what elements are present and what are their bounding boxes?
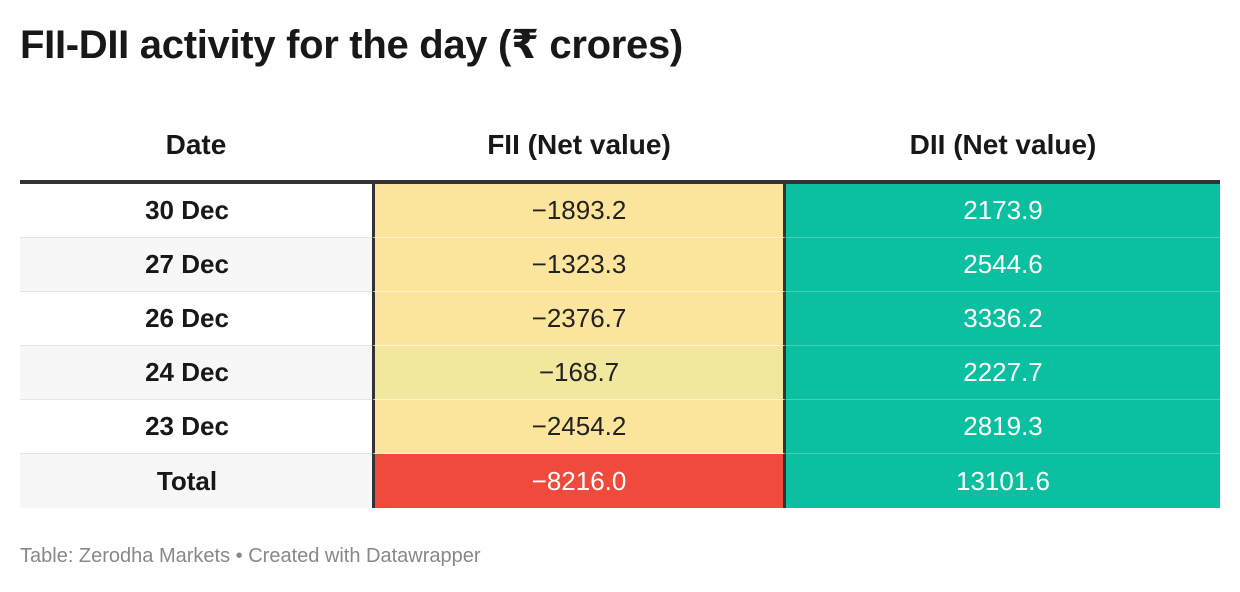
date-cell: 26 Dec <box>20 292 372 346</box>
table-row: 24 Dec −168.7 2227.7 <box>20 346 1220 400</box>
data-table: Date FII (Net value) DII (Net value) 30 … <box>20 110 1220 508</box>
table-body: 30 Dec −1893.2 2173.9 27 Dec −1323.3 2544.6 26… <box>20 184 1220 508</box>
column-header-date[interactable]: Date <box>165 129 227 160</box>
table-row: 30 Dec −1893.2 2173.9 <box>20 184 1220 238</box>
column-header-dii[interactable]: DII (Net value) <box>909 129 1097 160</box>
table-row: 26 Dec −2376.7 3336.2 <box>20 292 1220 346</box>
column-header-fii[interactable]: FII (Net value) <box>487 129 671 160</box>
fii-value-cell: −1893.2 <box>372 184 786 238</box>
fii-value-cell: −168.7 <box>372 346 786 400</box>
dii-value-cell: 2227.7 <box>786 346 1220 400</box>
date-cell: 27 Dec <box>20 238 372 292</box>
date-cell: Total <box>20 454 372 508</box>
dii-value-cell: 13101.6 <box>786 454 1220 508</box>
fii-value-cell: −8216.0 <box>372 454 786 508</box>
total-row: Total −8216.0 13101.6 <box>20 454 1220 508</box>
date-cell: 24 Dec <box>20 346 372 400</box>
date-cell: 23 Dec <box>20 400 372 454</box>
source-footer: Table: Zerodha Markets • Created with Da… <box>20 545 481 567</box>
table-header: Date FII (Net value) DII (Net value) <box>20 110 1220 184</box>
dii-value-cell: 2544.6 <box>786 238 1220 292</box>
fii-value-cell: −2376.7 <box>372 292 786 346</box>
fii-value-cell: −1323.3 <box>372 238 786 292</box>
table-row: 23 Dec −2454.2 2819.3 <box>20 400 1220 454</box>
table-row: 27 Dec −1323.3 2544.6 <box>20 238 1220 292</box>
date-cell: 30 Dec <box>20 184 372 238</box>
dii-value-cell: 2819.3 <box>786 400 1220 454</box>
dii-value-cell: 3336.2 <box>786 292 1220 346</box>
page-title: FII-DII activity for the day (₹ crores) <box>20 23 683 67</box>
fii-value-cell: −2454.2 <box>372 400 786 454</box>
dii-value-cell: 2173.9 <box>786 184 1220 238</box>
